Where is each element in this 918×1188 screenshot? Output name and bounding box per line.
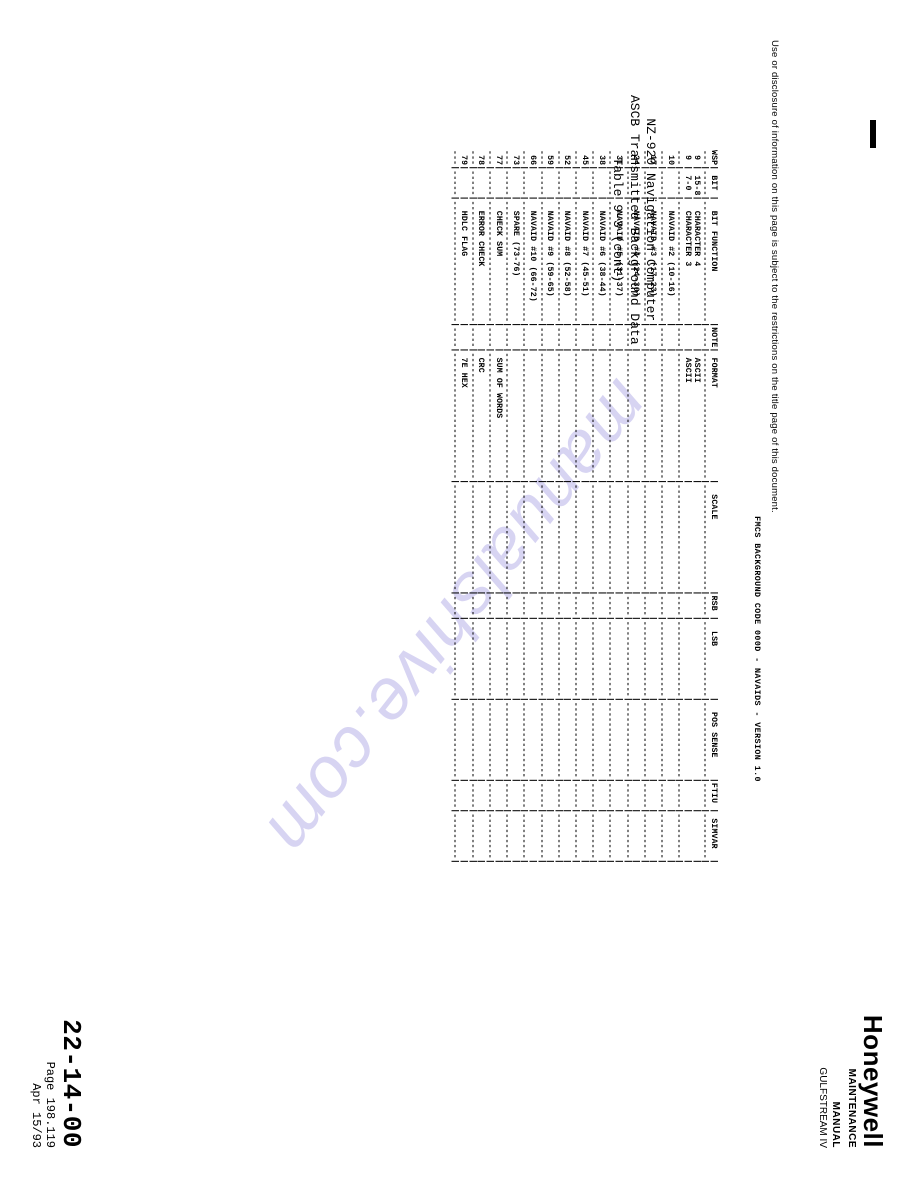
disclosure-note: Use or disclosure of information on this… bbox=[769, 40, 780, 513]
caption-line2: ASCB Transmitted Background Data bbox=[626, 95, 642, 345]
ascii-row: 10| | NAVAID #2 (10-16) | | | | | | | | … bbox=[665, 150, 674, 1148]
chapter-code: 22-14-00 bbox=[56, 1019, 86, 1148]
ascii-row: 66| | NAVAID #10 (66-72) | | | | | | | |… bbox=[527, 150, 536, 1148]
ascii-row: WSP| BIT | BIT FUNCTION |NOTE| FORMAT | … bbox=[708, 150, 717, 1148]
doc-footer: 22-14-00 Page 198.119 Apr 15/93 bbox=[28, 1019, 86, 1148]
ascii-row: ---|-----|------------------------|----|… bbox=[484, 150, 493, 1148]
manual-kind-line1: MAINTENANCE bbox=[846, 1015, 857, 1148]
ascii-row: 52| | NAVAID #8 (52-58) | | | | | | | | … bbox=[562, 150, 571, 1148]
caption-line3: Table 9-3 (cont) bbox=[609, 95, 625, 345]
crop-mark bbox=[870, 120, 876, 148]
brand-logo: Honeywell bbox=[857, 1015, 888, 1148]
ascii-row: ---|-----|------------------------|----|… bbox=[536, 150, 545, 1148]
table-title: FMCS BACKGROUND CODE 000D - NAVAIDS - VE… bbox=[752, 150, 761, 1148]
landscape-page: Honeywell MAINTENANCE MANUAL GULFSTREAM … bbox=[0, 0, 918, 1188]
ascii-grid-body: WSP| BIT | BIT FUNCTION |NOTE| FORMAT | … bbox=[450, 150, 717, 1148]
ascii-row: 77| | CHECK SUM | | SUM OF WORDS | | | |… bbox=[493, 150, 502, 1148]
ascii-row: ---|-----|------------------------|----|… bbox=[467, 150, 476, 1148]
caption-line1: NZ-920 Navigation Computer bbox=[642, 95, 658, 345]
aircraft-type: GULFSTREAM IV bbox=[817, 1015, 828, 1148]
ascii-row: 45| | NAVAID #7 (45-51) | | | | | | | | … bbox=[579, 150, 588, 1148]
ascii-row: 79| | HDLC FLAG | | 7E HEX | | | | | | | bbox=[458, 150, 467, 1148]
manual-kind-line2: MANUAL bbox=[830, 1102, 841, 1148]
ascii-table: FMCS BACKGROUND CODE 000D - NAVAIDS - VE… bbox=[433, 150, 778, 1148]
ascii-row: ---|-----|------------------------|----|… bbox=[553, 150, 562, 1148]
ascii-row: 38| | NAVAID #6 (38-44) | | | | | | | | … bbox=[596, 150, 605, 1148]
ascii-row: 9 | 7-0 | CHARACTER 3 | | ASCII | | | | … bbox=[682, 150, 691, 1148]
ascii-row: ---|-----|------------------------|----|… bbox=[450, 150, 459, 1148]
ascii-row: 9 | 15-8| CHARACTER 4 | | ASCII | | | | … bbox=[691, 150, 700, 1148]
page-date: Apr 15/93 bbox=[28, 1019, 42, 1148]
ascii-row: ---|-----|------------------------|----|… bbox=[570, 150, 579, 1148]
ascii-row: ---|-----|------------------------|----|… bbox=[519, 150, 528, 1148]
doc-header: Honeywell MAINTENANCE MANUAL GULFSTREAM … bbox=[817, 1015, 888, 1148]
ascii-row: 73| | SPARE (73-76) | | | | | | | | | bbox=[510, 150, 519, 1148]
table-caption: NZ-920 Navigation Computer ASCB Transmit… bbox=[609, 95, 658, 345]
page-number: Page 198.119 bbox=[42, 1019, 56, 1148]
